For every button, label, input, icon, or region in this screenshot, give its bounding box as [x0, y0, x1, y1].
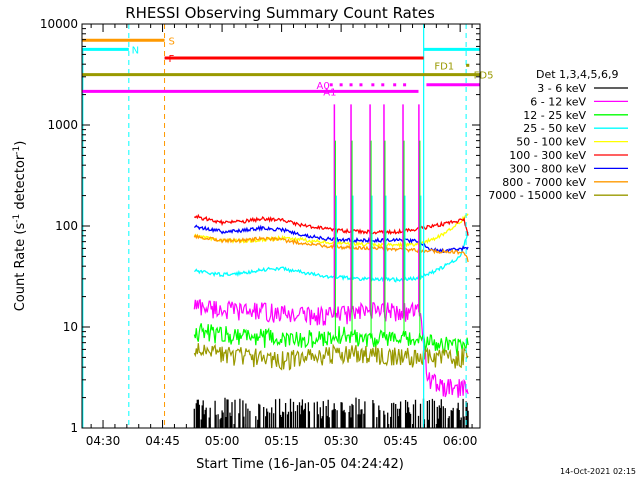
y-axis-label-part1: Count Rate (s — [13, 223, 28, 312]
series-line — [193, 231, 469, 284]
legend-entry-label: 800 - 7000 keV — [502, 176, 586, 189]
legend-entry-label: 25 - 50 keV — [523, 122, 586, 135]
series-line — [193, 397, 469, 428]
y-tick-label: 10 — [63, 320, 78, 334]
flag-label: S — [169, 36, 175, 47]
flag-label: N — [132, 45, 139, 56]
x-tick-label: 05:00 — [205, 434, 240, 448]
series-line — [193, 299, 469, 398]
series-layer — [82, 24, 469, 428]
flag-a0-dot — [393, 83, 397, 87]
y-tick-label: 10000 — [40, 17, 78, 31]
legend-entry-label: 6 - 12 keV — [530, 95, 586, 108]
footer-timestamp: 14-Oct-2021 02:15 — [560, 467, 636, 476]
flag-a0-dot — [349, 83, 353, 87]
x-tick-label: 06:00 — [443, 434, 478, 448]
x-tick-label: 05:15 — [264, 434, 299, 448]
y-axis-label-part2: detector — [13, 154, 28, 214]
legend-entry-label: 100 - 300 keV — [509, 149, 586, 162]
series-line — [193, 323, 469, 357]
flag-a0-dot — [329, 83, 333, 87]
x-tick-label: 04:30 — [86, 434, 121, 448]
y-axis-label-sup2: -1 — [12, 146, 22, 155]
y-axis-label: Count Rate (s-1 detector-1) — [12, 141, 28, 312]
y-tick-label: 1000 — [47, 118, 78, 132]
x-axis-label: Start Time (16-Jan-05 04:24:42) — [196, 457, 404, 472]
flag-label: A0 — [317, 81, 330, 92]
legend-title: Det 1,3,4,5,6,9 — [536, 68, 619, 81]
legend-entry-label: 12 - 25 keV — [523, 109, 586, 122]
flag-label: FD5 — [474, 71, 494, 82]
series-line — [193, 233, 469, 263]
series-line — [193, 343, 469, 371]
flag-label: A1 — [323, 87, 336, 98]
flag-a0-dot — [403, 83, 407, 87]
flag-a0-dot — [339, 83, 343, 87]
flag-label: FD1 — [434, 61, 454, 72]
x-tick-label: 04:45 — [145, 434, 180, 448]
flag-a0-dot — [371, 83, 375, 87]
y-axis-label-part3: ) — [13, 141, 28, 146]
legend-entry-label: 50 - 100 keV — [516, 136, 586, 149]
series-line — [193, 224, 469, 254]
y-axis-label-sup1: -1 — [12, 214, 22, 223]
legend-entry-label: 3 - 6 keV — [537, 82, 586, 95]
y-tick-label: 1 — [70, 421, 78, 435]
flag-a0-dot — [381, 83, 385, 87]
axis-layer: 04:30 04:45 05:00 05:15 05:30 05:45 06:00 1 10 10… — [40, 17, 480, 448]
legend-entry-label: 7000 - 15000 keV — [488, 189, 586, 202]
x-tick-label: 05:45 — [383, 434, 418, 448]
series-line — [193, 213, 469, 249]
series-line — [193, 213, 469, 236]
flag-label: F — [169, 54, 175, 65]
flag-a0-dot — [359, 83, 363, 87]
y-tick-label: 100 — [55, 219, 78, 233]
legend-entry-label: 300 - 800 keV — [509, 162, 586, 175]
x-tick-label: 05:30 — [324, 434, 359, 448]
chart-title: RHESSI Observing Summary Count Rates — [125, 4, 435, 22]
